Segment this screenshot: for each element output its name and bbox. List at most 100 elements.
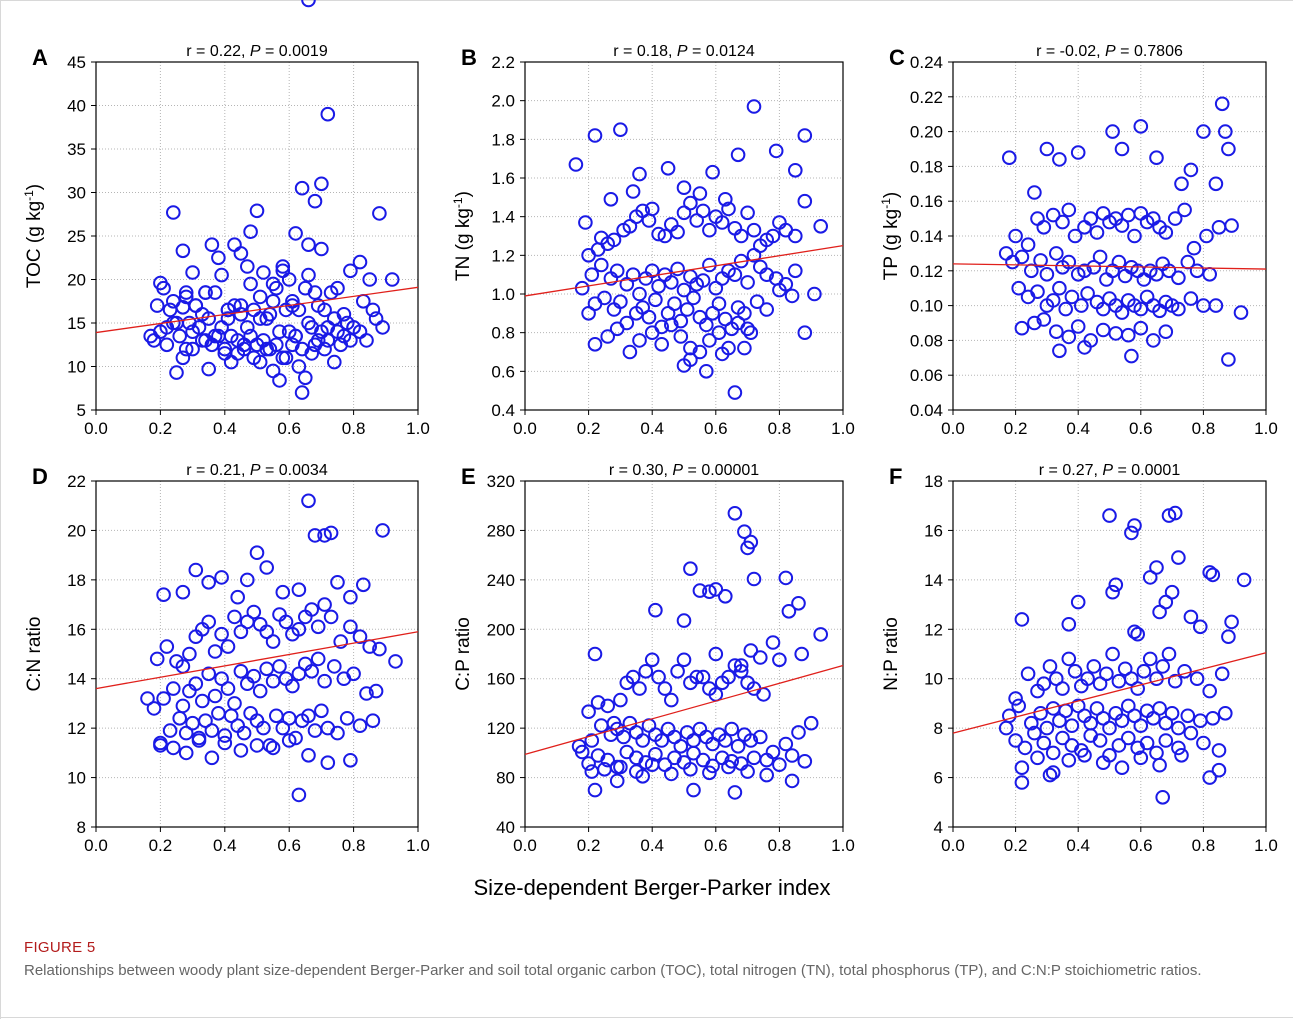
data-point <box>1070 594 1086 610</box>
data-point <box>220 681 236 696</box>
data-point <box>330 575 345 590</box>
data-point <box>310 619 326 635</box>
data-point <box>1067 228 1083 244</box>
y-axis-label: C:N ratio <box>24 617 45 692</box>
data-point <box>265 740 281 756</box>
data-point <box>259 560 275 575</box>
y-tick-label: 160 <box>487 670 515 689</box>
data-point <box>384 272 400 287</box>
data-point <box>201 666 216 682</box>
figure-top-border <box>0 0 1293 1</box>
y-tick-label: 20 <box>67 271 86 290</box>
data-point <box>288 730 303 746</box>
data-point <box>689 669 705 685</box>
data-point <box>1002 150 1017 165</box>
data-point <box>670 224 685 240</box>
y-tick-label: 240 <box>487 571 515 590</box>
data-point <box>301 267 316 283</box>
panel-letter: F <box>889 464 902 489</box>
data-point <box>175 243 191 259</box>
data-point <box>233 624 249 640</box>
data-point <box>146 333 162 348</box>
data-point <box>664 275 679 290</box>
data-point <box>664 692 679 708</box>
data-point <box>1027 725 1042 741</box>
data-point <box>178 285 194 300</box>
x-tick-label: 0.6 <box>277 836 301 855</box>
data-point <box>699 364 714 379</box>
data-point <box>1070 319 1086 334</box>
y-tick-label: 14 <box>924 571 943 590</box>
data-point <box>772 757 787 773</box>
data-point <box>1171 301 1186 317</box>
y-axis-label: TOC (g kg-1) <box>22 184 45 288</box>
data-point <box>641 213 657 228</box>
data-point <box>317 673 332 689</box>
data-point <box>1211 762 1227 778</box>
data-point <box>352 718 368 734</box>
data-point <box>1092 249 1108 265</box>
data-point <box>1152 757 1167 773</box>
data-point <box>1030 284 1045 300</box>
data-point <box>153 735 168 751</box>
data-point <box>638 755 654 770</box>
data-point <box>727 267 743 283</box>
y-tick-label: 0.16 <box>910 192 943 211</box>
data-point <box>1133 320 1149 336</box>
data-point <box>1099 666 1114 682</box>
panel-title: r = 0.22, P = 0.0019 <box>186 43 328 60</box>
data-point <box>625 184 641 199</box>
data-point <box>1152 701 1167 716</box>
data-point <box>1036 220 1052 235</box>
panel-c: 0.0 0.2 0.4 0.6 0.8 1.0 0.04 0.06 0.08 0.10 0.12 0.… <box>879 43 1278 438</box>
data-point <box>362 272 378 287</box>
data-point <box>149 651 165 667</box>
data-point <box>813 627 829 642</box>
data-point <box>249 738 265 753</box>
data-point <box>343 263 358 279</box>
data-point <box>1221 352 1236 367</box>
data-point <box>718 589 733 604</box>
data-point <box>223 354 239 370</box>
data-point <box>1183 291 1199 306</box>
data-point <box>1186 240 1202 256</box>
data-point <box>619 744 635 760</box>
data-point <box>172 328 187 344</box>
data-point <box>320 333 336 348</box>
data-point <box>252 683 268 699</box>
data-point <box>252 311 268 326</box>
data-point <box>1171 550 1186 565</box>
data-point <box>368 683 384 699</box>
data-point <box>654 337 670 352</box>
data-point <box>1027 315 1042 331</box>
data-point <box>1036 735 1052 751</box>
data-point <box>740 275 755 290</box>
data-point <box>1039 267 1055 282</box>
data-point <box>600 698 616 714</box>
data-point <box>743 733 759 748</box>
data-point <box>746 222 762 238</box>
data-point <box>327 354 342 370</box>
data-point <box>765 228 781 244</box>
data-point <box>1008 228 1023 244</box>
data-point <box>1061 329 1077 345</box>
data-point <box>756 687 771 702</box>
panel-b: 0.0 0.2 0.4 0.6 0.8 1.0 0.4 0.6 0.8 1.0 1.2 1.4 1.6 1… <box>451 43 855 438</box>
data-point <box>1080 286 1095 301</box>
data-point <box>156 691 171 706</box>
data-point <box>156 587 171 603</box>
data-point <box>1133 718 1149 734</box>
y-tick-label: 40 <box>67 97 86 116</box>
data-point <box>211 250 226 266</box>
data-point <box>794 646 810 662</box>
title-p-symbol: P <box>677 43 688 60</box>
data-point <box>740 205 755 221</box>
y-tick-label: 0.4 <box>491 401 515 420</box>
data-point <box>673 739 689 754</box>
data-point <box>594 257 609 273</box>
data-point <box>1014 249 1030 265</box>
data-point <box>648 747 663 762</box>
data-point <box>317 528 332 543</box>
data-point <box>159 639 175 654</box>
y-tick-label: 0.18 <box>910 157 943 176</box>
